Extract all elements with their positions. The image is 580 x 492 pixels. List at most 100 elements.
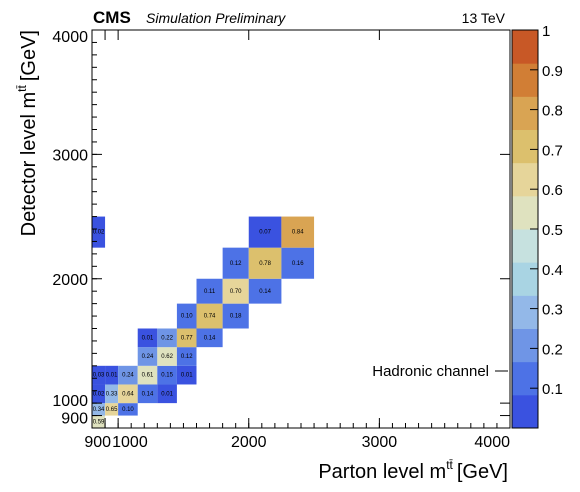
cell-value-label: 0.74 bbox=[204, 314, 216, 320]
colorbar-segment bbox=[512, 129, 538, 164]
cell-value-label: 0.62 bbox=[161, 354, 173, 360]
cell-value-label: 0.10 bbox=[122, 407, 134, 413]
x-tick-label: 4000 bbox=[474, 434, 510, 451]
matrix-cell bbox=[281, 247, 315, 279]
cell-value-label: 0.14 bbox=[259, 289, 271, 295]
colorbar-segment bbox=[512, 30, 538, 64]
cell-value-label: 0.78 bbox=[259, 261, 271, 267]
x-tick-label: 2000 bbox=[231, 434, 267, 451]
colorbar-segment bbox=[512, 63, 538, 97]
cell-value-label: 0.18 bbox=[230, 314, 242, 320]
y-axis-title-unit: [GeV] bbox=[18, 30, 40, 81]
matrix-cell bbox=[92, 216, 106, 248]
cell-value-label: 0.12 bbox=[181, 354, 193, 360]
cell-value-label: 0.64 bbox=[122, 391, 134, 397]
cell-value-label: 0.14 bbox=[204, 335, 216, 341]
annotation-label: Hadronic channel bbox=[372, 363, 489, 380]
colorbar-tick-label: 0.4 bbox=[542, 262, 563, 279]
matrix-cell bbox=[222, 247, 249, 279]
matrix-cell bbox=[137, 328, 158, 348]
status-label: Simulation Preliminary bbox=[146, 10, 286, 26]
matrix-cell bbox=[137, 347, 158, 366]
cell-value-label: 0.24 bbox=[142, 354, 154, 360]
matrix-cell bbox=[176, 365, 197, 385]
matrix-cell bbox=[176, 303, 197, 329]
cell-value-label: 0.01 bbox=[106, 373, 118, 379]
cell-value-label: 0.12 bbox=[230, 261, 242, 267]
matrix-cell bbox=[196, 278, 223, 304]
matrix-cell bbox=[281, 216, 315, 248]
colorbar-tick-label: 0.8 bbox=[542, 103, 563, 120]
colorbar-tick-label: 1 bbox=[542, 23, 550, 40]
colorbar-segment bbox=[512, 328, 538, 363]
cell-value-label: 0.14 bbox=[142, 391, 154, 397]
colorbar-segment bbox=[512, 295, 538, 329]
matrix-cell bbox=[137, 384, 158, 404]
matrix-cell bbox=[196, 328, 223, 348]
matrix-cell bbox=[157, 384, 177, 404]
colorbar-tick-label: 0.7 bbox=[542, 142, 563, 159]
y-tick-label: 1000 bbox=[52, 393, 88, 410]
y-axis-title-superscript: tt̄ bbox=[15, 84, 29, 91]
y-tick-label: 4000 bbox=[52, 29, 88, 46]
colorbar-tick-label: 0.9 bbox=[542, 63, 563, 80]
y-axis-title: Detector level mtt̄ [GeV] bbox=[15, 30, 40, 236]
cell-value-label: 0.16 bbox=[292, 261, 304, 267]
matrix-cell bbox=[222, 303, 249, 329]
matrix-cell bbox=[196, 303, 223, 329]
colorbar-segment bbox=[512, 262, 538, 296]
matrix-cell bbox=[248, 216, 282, 248]
cell-value-label: 0.77 bbox=[181, 335, 193, 341]
cell-value-label: 0.84 bbox=[292, 230, 304, 236]
matrix-cell bbox=[222, 278, 249, 304]
colorbar-segment bbox=[512, 195, 538, 230]
colorbar-segment bbox=[512, 229, 538, 263]
matrix-cell bbox=[157, 347, 177, 366]
matrix-cell bbox=[92, 365, 106, 385]
matrix-cell bbox=[248, 278, 282, 304]
cell-value-label: 0.65 bbox=[106, 407, 118, 413]
cell-value-label: 0.11 bbox=[204, 289, 216, 295]
colorbar-segment bbox=[512, 361, 538, 396]
cell-value-label: 0.01 bbox=[181, 373, 193, 379]
x-axis-title-unit: [GeV] bbox=[457, 461, 508, 483]
colorbar-segment bbox=[512, 162, 538, 197]
cell-value-label: 0.03 bbox=[93, 373, 105, 379]
cell-value-label: 0.01 bbox=[161, 391, 173, 397]
y-axis-title-main: Detector level m bbox=[18, 92, 40, 237]
matrix-cell bbox=[105, 403, 119, 416]
x-tick-label: 1000 bbox=[112, 434, 148, 451]
experiment-label: CMS bbox=[93, 8, 131, 27]
matrix-cell bbox=[118, 384, 138, 404]
matrix-cells: 0.590.34 0.65 0.100.02 0.33 0.64 0.14 0.010.03… bbox=[92, 216, 315, 428]
y-tick-label: 3000 bbox=[52, 147, 88, 164]
matrix-cell bbox=[92, 403, 106, 416]
cell-value-label: 0.34 bbox=[93, 407, 105, 413]
x-axis-title-superscript: tt̄ bbox=[446, 458, 453, 472]
colorbar-tick-label: 0.2 bbox=[542, 341, 563, 358]
matrix-cell bbox=[176, 328, 197, 348]
cell-value-label: 0.33 bbox=[106, 391, 118, 397]
matrix-cell bbox=[92, 384, 106, 404]
matrix-cell bbox=[92, 415, 106, 428]
matrix-cell bbox=[248, 247, 282, 279]
colorbar-tick-label: 0.5 bbox=[542, 222, 563, 239]
cell-value-label: 0.02 bbox=[93, 391, 105, 397]
matrix-cell bbox=[105, 384, 119, 404]
cell-value-label: 0.24 bbox=[122, 373, 134, 379]
x-axis-title-main: Parton level m bbox=[318, 461, 446, 483]
cell-value-label: 0.61 bbox=[142, 373, 154, 379]
cell-value-label: 0.02 bbox=[93, 230, 105, 236]
x-tick-label: 3000 bbox=[362, 434, 398, 451]
cell-value-label: 0.01 bbox=[142, 335, 154, 341]
energy-label: 13 TeV bbox=[462, 10, 506, 26]
colorbar-segment bbox=[512, 96, 538, 130]
cell-value-label: 0.15 bbox=[161, 373, 173, 379]
matrix-cell bbox=[105, 365, 119, 385]
y-tick-label: 2000 bbox=[52, 272, 88, 289]
cell-value-label: 0.70 bbox=[230, 289, 242, 295]
x-tick-label: 900 bbox=[84, 434, 111, 451]
colorbar-tick-label: 0.6 bbox=[542, 182, 563, 199]
